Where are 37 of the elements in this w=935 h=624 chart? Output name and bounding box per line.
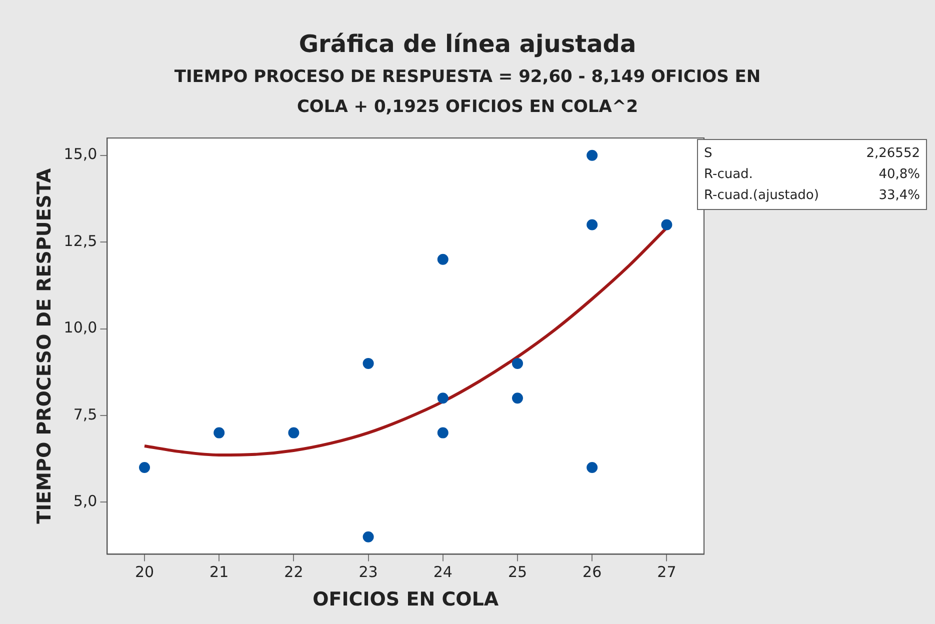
x-tick-label: 25 [508, 563, 528, 582]
text: 33,4% [878, 187, 920, 205]
point [512, 392, 523, 404]
point [362, 531, 374, 542]
point [362, 358, 374, 369]
x-tick-label: 26 [582, 563, 602, 582]
chart-title: Gráfica de línea ajustada [298, 30, 638, 58]
point [512, 358, 523, 369]
y-tick-label: 12,5 [64, 232, 98, 250]
y-tick-label: 5,0 [73, 492, 98, 510]
x-tick-label: 20 [134, 563, 154, 582]
point [437, 427, 448, 438]
point [139, 462, 150, 473]
y-tick-label: 7,5 [73, 405, 98, 424]
point [437, 392, 448, 404]
text: S [704, 145, 712, 163]
y-tick-label: 15,0 [64, 145, 98, 164]
x-tick-label: 27 [657, 563, 676, 582]
x-tick-label: 22 [284, 563, 304, 582]
x-tick-label: 23 [358, 563, 378, 582]
point [214, 427, 225, 438]
x-tick-label: 21 [210, 563, 229, 582]
point [586, 219, 598, 230]
x-axis-title: OFICIOS EN COLA [312, 588, 499, 611]
y-axis-title: TIEMPO PROCESO DE RESPUESTA [33, 168, 56, 524]
chart-subtitle: TIEMPO PROCESO DE RESPUESTA = 92,60 - 8,149 OFICIOS EN COLA + 0,1925 OFICIOS EN COLA^2 [173, 66, 762, 119]
text: R-cuad. [704, 166, 753, 184]
text: 2,26552 [866, 145, 920, 163]
y-tick-label: 10,0 [64, 318, 98, 337]
text: 40,8% [878, 166, 920, 184]
x-tick-label: 24 [433, 563, 452, 582]
point [586, 462, 598, 473]
text: R-cuad.(ajustado) [704, 187, 819, 205]
point [437, 254, 448, 265]
point [586, 150, 598, 161]
point [288, 427, 300, 438]
point [661, 219, 672, 230]
